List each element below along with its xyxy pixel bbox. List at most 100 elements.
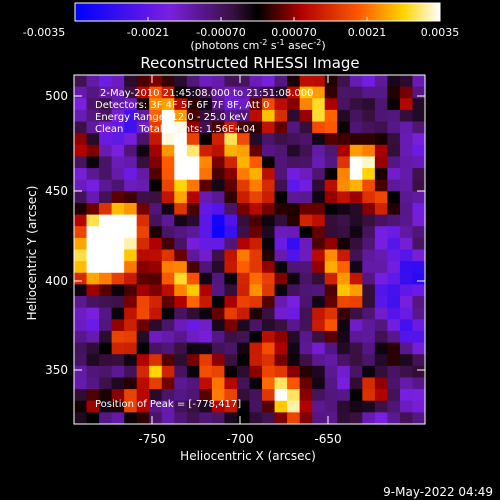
heatmap-cell bbox=[136, 307, 150, 320]
heatmap-cell bbox=[324, 330, 338, 344]
heatmap-cell bbox=[236, 389, 251, 402]
heatmap-cell bbox=[249, 365, 263, 379]
heatmap-cell bbox=[86, 237, 100, 251]
heatmap-cell bbox=[387, 156, 401, 169]
heatmap-cell bbox=[262, 144, 276, 158]
heatmap-cell bbox=[124, 365, 138, 379]
heatmap-cell bbox=[374, 179, 388, 192]
heatmap-cell bbox=[362, 342, 376, 355]
heatmap-cell bbox=[287, 191, 301, 204]
heatmap-cell bbox=[211, 319, 226, 332]
heatmap-cell bbox=[349, 133, 363, 146]
heatmap-cell bbox=[249, 342, 263, 355]
heatmap-cell bbox=[299, 179, 313, 192]
heatmap-cell bbox=[74, 75, 88, 88]
heatmap-cell bbox=[211, 121, 226, 134]
heatmap-cell bbox=[74, 202, 88, 216]
heatmap-cell bbox=[374, 168, 388, 181]
heatmap-cell bbox=[362, 121, 376, 134]
heatmap-cell bbox=[86, 249, 100, 262]
heatmap-cell bbox=[124, 156, 138, 169]
heatmap-cell bbox=[211, 330, 226, 344]
heatmap-cell bbox=[337, 319, 351, 332]
heatmap-cell bbox=[387, 98, 401, 111]
heatmap-cell bbox=[99, 109, 113, 123]
heatmap-cell bbox=[74, 319, 88, 332]
heatmap-cell bbox=[412, 86, 425, 99]
heatmap-cell bbox=[262, 109, 276, 123]
heatmap-cell bbox=[312, 179, 326, 192]
heatmap-cells bbox=[74, 75, 425, 424]
heatmap-cell bbox=[174, 412, 188, 424]
heatmap-cell bbox=[324, 365, 338, 379]
heatmap-cell bbox=[412, 400, 425, 413]
heatmap-cell bbox=[287, 319, 301, 332]
heatmap-cell bbox=[186, 109, 200, 123]
heatmap-cell bbox=[236, 354, 251, 367]
heatmap-cell bbox=[99, 133, 113, 146]
heatmap-cell bbox=[412, 365, 425, 379]
heatmap-cell bbox=[124, 330, 138, 344]
heatmap-cell bbox=[111, 389, 125, 402]
heatmap-cell bbox=[299, 86, 313, 99]
heatmap-cell bbox=[312, 249, 326, 262]
heatmap-cell bbox=[362, 272, 376, 285]
heatmap-cell bbox=[324, 214, 338, 227]
heatmap-cell bbox=[399, 191, 414, 204]
heatmap-cell bbox=[211, 133, 226, 146]
heatmap-cell bbox=[274, 75, 288, 88]
heatmap-cell bbox=[211, 109, 226, 123]
heatmap-cell bbox=[149, 109, 163, 123]
heatmap-cell bbox=[312, 237, 326, 251]
heatmap-cell bbox=[174, 144, 188, 158]
heatmap-cell bbox=[274, 156, 288, 169]
heatmap-cell bbox=[362, 389, 376, 402]
heatmap-cell bbox=[111, 307, 125, 320]
heatmap-cell bbox=[111, 342, 125, 355]
heatmap-cell bbox=[186, 226, 200, 239]
heatmap-cell bbox=[287, 214, 301, 227]
heatmap-cell bbox=[174, 365, 188, 379]
heatmap-cell bbox=[224, 284, 238, 297]
heatmap-cell bbox=[124, 214, 138, 227]
heatmap-cell bbox=[274, 226, 288, 239]
heatmap-cell bbox=[199, 307, 213, 320]
heatmap-cell bbox=[287, 226, 301, 239]
heatmap-cell bbox=[149, 284, 163, 297]
heatmap-cell bbox=[387, 237, 401, 251]
heatmap-cell bbox=[224, 296, 238, 309]
heatmap-cell bbox=[337, 121, 351, 134]
heatmap-cell bbox=[224, 377, 238, 390]
heatmap-cell bbox=[74, 330, 88, 344]
heatmap-cell bbox=[99, 365, 113, 379]
heatmap-cell bbox=[337, 75, 351, 88]
heatmap-cell bbox=[412, 156, 425, 169]
heatmap-cell bbox=[387, 133, 401, 146]
heatmap-cell bbox=[262, 354, 276, 367]
heatmap-cell bbox=[124, 86, 138, 99]
heatmap-cell bbox=[99, 319, 113, 332]
x-tick-label: -700 bbox=[226, 432, 253, 446]
heatmap-cell bbox=[362, 191, 376, 204]
heatmap-cell bbox=[174, 261, 188, 274]
heatmap-cell bbox=[399, 86, 414, 99]
heatmap-cell bbox=[161, 261, 175, 274]
heatmap-cell bbox=[236, 214, 251, 227]
heatmap-cell bbox=[86, 272, 100, 285]
heatmap-cell bbox=[249, 319, 263, 332]
heatmap-cell bbox=[74, 133, 88, 146]
heatmap-cell bbox=[124, 389, 138, 402]
x-axis-label: Heliocentric X (arcsec) bbox=[180, 449, 316, 463]
heatmap-cell bbox=[412, 237, 425, 251]
heatmap-cell bbox=[136, 389, 150, 402]
x-axis-ticks bbox=[151, 75, 329, 424]
heatmap-cell bbox=[174, 191, 188, 204]
heatmap-cell bbox=[149, 377, 163, 390]
heatmap-cell bbox=[74, 342, 88, 355]
heatmap-cell bbox=[186, 342, 200, 355]
heatmap-cell bbox=[99, 179, 113, 192]
y-tick-label: 400 bbox=[45, 274, 68, 288]
heatmap-cell bbox=[274, 202, 288, 216]
heatmap-cell bbox=[249, 400, 263, 413]
